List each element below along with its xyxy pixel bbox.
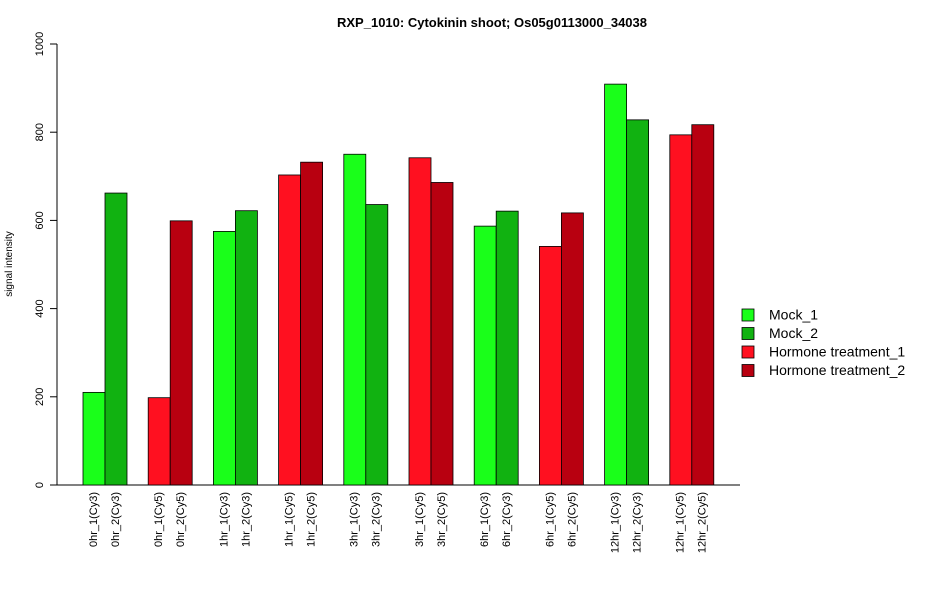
x-tick-label: 0hr_2(Cy5) [175,492,187,547]
x-tick-label: 3hr_1(Cy5) [414,492,426,547]
x-tick-label: 0hr_1(Cy3) [88,492,100,547]
legend-label: Hormone treatment_2 [769,362,905,378]
bar [278,174,302,486]
x-tick-label: 1hr_1(Cy3) [218,492,230,547]
legend-swatch [741,308,755,322]
y-tick-label: 800 [34,123,46,141]
y-axis: 0 200 400 600 800 1000 [34,32,58,488]
x-tick-label: 6hr_2(Cy3) [501,492,513,547]
bar [343,153,367,486]
legend-label: Mock_2 [769,325,818,341]
bar [104,192,128,486]
x-tick-label: 1hr_2(Cy3) [240,492,252,547]
legend: Mock_1 Mock_2 Hormone treatment_1 Hormone t… [741,307,905,378]
y-tick-label: 1000 [34,32,46,56]
bar [82,391,106,486]
legend-swatch [741,345,755,359]
legend-swatch [741,364,755,377]
bar [430,182,454,486]
chart-title: RXP_1010: Cytokinin shoot; Os05g0113000_… [337,15,647,30]
bar [408,157,432,486]
bar [169,220,193,486]
bar [147,397,171,486]
legend-swatch [741,327,755,340]
x-tick-label: 3hr_2(Cy3) [371,492,383,547]
x-tick-label: 3hr_2(Cy5) [436,492,448,547]
x-tick-label: 12hr_1(Cy5) [675,492,687,553]
x-tick-label: 1hr_2(Cy5) [306,492,318,547]
x-tick-label: 12hr_2(Cy5) [697,492,709,553]
y-axis-label: signal intensity [4,231,15,297]
bar [669,134,693,486]
x-tick-label: 1hr_1(Cy5) [284,492,296,547]
x-tick-label: 6hr_1(Cy3) [479,492,491,547]
x-tick-label: 3hr_1(Cy3) [349,492,361,547]
bar [626,119,649,486]
x-tick-label: 12hr_1(Cy3) [610,492,622,553]
y-tick-label: 200 [34,388,46,406]
y-tick-label: 0 [34,482,46,488]
y-tick-label: 600 [34,211,46,229]
bar [212,231,236,486]
bar [365,204,389,486]
x-axis: 0hr_1(Cy3) 0hr_2(Cy3) 0hr_1(Cy5) 0hr_2(Cy5)… [57,484,740,553]
legend-label: Mock_1 [769,307,818,323]
legend-label: Hormone treatment_1 [769,344,905,360]
bar [473,225,497,486]
x-tick-label: 0hr_1(Cy5) [153,492,165,547]
bar [495,210,519,486]
bar [539,246,562,486]
bar [604,83,627,486]
bar [234,210,258,486]
x-tick-label: 6hr_2(Cy5) [566,492,578,547]
bar [691,124,715,486]
x-tick-label: 6hr_1(Cy5) [544,492,556,547]
x-tick-label: 0hr_2(Cy3) [110,492,122,547]
bar [561,212,584,486]
bars-group [82,83,715,486]
x-tick-label: 12hr_2(Cy3) [632,492,644,553]
y-tick-label: 400 [34,299,46,317]
bar [300,161,324,486]
